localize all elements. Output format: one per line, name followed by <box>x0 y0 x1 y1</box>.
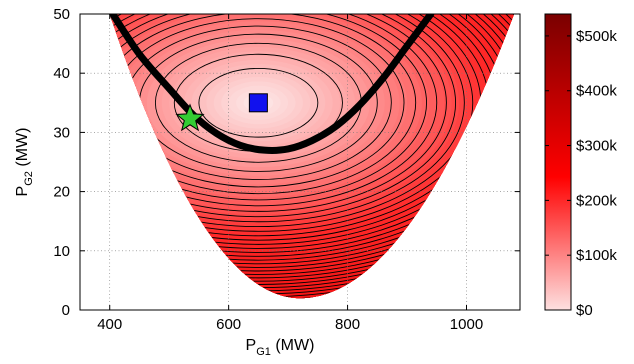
plot-frame <box>79 13 521 311</box>
colorbar-tick-label: $0 <box>576 302 593 319</box>
contour-line <box>109 14 474 228</box>
contour-line <box>109 14 417 195</box>
colorbar-gradient <box>544 13 572 311</box>
y-axis-label: PG2 (MW) <box>14 128 35 197</box>
colorbar-tick-label: $400k <box>576 83 617 100</box>
x-tick-label: 1000 <box>450 316 483 333</box>
y-tick-label: 40 <box>53 65 70 82</box>
colorbar: $0 $100k $200k $300k $400k $500k <box>544 13 617 319</box>
colorbar-ticks: $0 $100k $200k $300k $400k $500k <box>545 28 617 319</box>
contour-line <box>109 14 438 207</box>
contour-line <box>109 14 465 223</box>
contour-line <box>109 14 515 279</box>
y-tick-label: 50 <box>53 6 70 23</box>
contour-line <box>109 14 515 272</box>
colorbar-tick-label: $300k <box>576 138 617 155</box>
optimal-point-star-marker <box>175 103 205 132</box>
y-axis: 0 10 20 30 40 50 <box>53 6 520 319</box>
contour-line <box>109 14 515 257</box>
constraint-curve <box>109 14 435 154</box>
unconstrained-minimum-marker <box>248 93 268 113</box>
contour-line <box>109 14 515 285</box>
colorbar-tick-label: $500k <box>576 28 617 45</box>
x-axis: 400 600 800 1000 <box>97 14 483 333</box>
colorbar-tick-label: $100k <box>576 247 617 264</box>
y-tick-label: 0 <box>62 302 70 319</box>
grid-lines <box>80 13 520 311</box>
contour-line <box>109 14 515 268</box>
y-tick-label: 20 <box>53 184 70 201</box>
contour-line <box>109 14 457 218</box>
x-axis-label: PG1 (MW) <box>246 337 315 358</box>
contour-line <box>109 14 515 253</box>
contour-line <box>109 14 447 212</box>
contour-line <box>109 14 515 275</box>
x-tick-label: 800 <box>335 316 360 333</box>
x-tick-label: 600 <box>216 316 241 333</box>
y-tick-label: 30 <box>53 124 70 141</box>
y-tick-label: 10 <box>53 243 70 260</box>
contour-line <box>109 14 428 201</box>
contour-line <box>109 14 515 261</box>
contour-line <box>198 68 319 138</box>
x-tick-label: 400 <box>97 316 122 333</box>
contour-line <box>109 14 515 265</box>
contour-line <box>109 14 515 282</box>
colorbar-tick-label: $200k <box>576 192 617 209</box>
